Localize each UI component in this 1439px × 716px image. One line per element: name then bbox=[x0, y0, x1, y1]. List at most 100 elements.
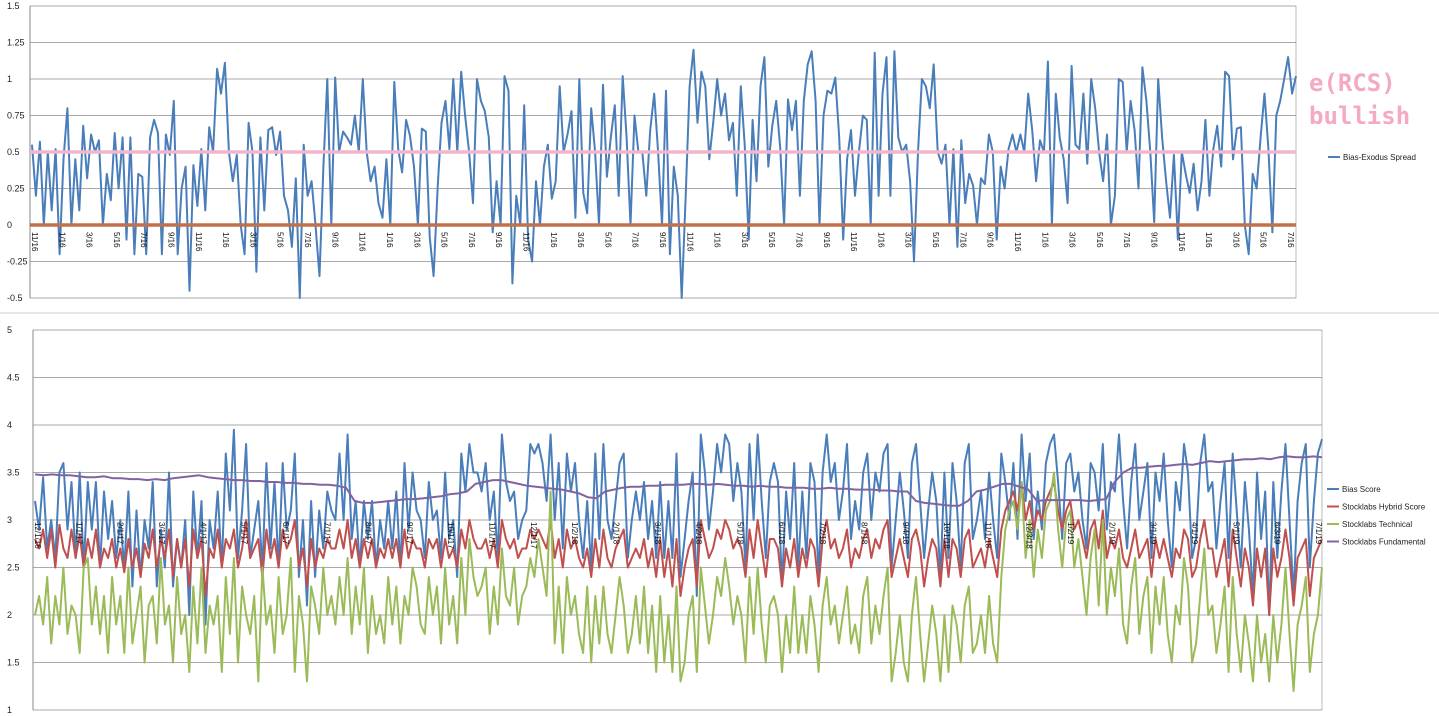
x-tick-label: 7/16 bbox=[631, 232, 640, 248]
x-tick-label: 9/4/18 bbox=[901, 522, 910, 545]
y-tick-label: 2 bbox=[7, 610, 12, 620]
x-tick-label: 3/16 bbox=[1231, 232, 1240, 248]
x-tick-label: 5/16 bbox=[276, 232, 285, 248]
x-tick-label: 1/16 bbox=[549, 232, 558, 248]
x-tick-label: 5/1/18 bbox=[735, 522, 744, 545]
y-tick-label: 4.5 bbox=[7, 373, 20, 383]
x-tick-label: 5/16 bbox=[1095, 232, 1104, 248]
x-tick-label: 2/1/18 bbox=[612, 522, 621, 545]
x-tick-label: 9/16 bbox=[1149, 232, 1158, 248]
y-tick-label: 0.5 bbox=[7, 147, 20, 157]
x-tick-label: 3/1/18 bbox=[653, 522, 662, 545]
y-tick-label: 1 bbox=[7, 74, 12, 84]
x-tick-label: 11/16 bbox=[521, 232, 530, 252]
legend-label: Stocklabs Hybrid Score bbox=[1342, 503, 1426, 512]
x-tick-label: 11/16 bbox=[685, 232, 694, 252]
x-tick-label: 12/3/18 bbox=[1025, 522, 1034, 549]
x-tick-label: 9/1/17 bbox=[405, 522, 414, 545]
x-tick-label: 3/16 bbox=[248, 232, 257, 248]
x-tick-label: 4/2/18 bbox=[694, 522, 703, 545]
y-tick-label: 5 bbox=[7, 325, 12, 335]
x-tick-label: 11/16 bbox=[194, 232, 203, 252]
y-tick-label: 4 bbox=[7, 420, 12, 430]
scores-chart: 5 4.5 4 3.5 3 2.5 2 1.5 1 12/1/16 1/1/17 2/1/17 3/1/… bbox=[7, 325, 1426, 715]
x-tick-label: 1/16 bbox=[1204, 232, 1213, 248]
series-line-0 bbox=[31, 48, 1297, 299]
y-tick-label: 3.5 bbox=[7, 468, 20, 478]
series-line-1 bbox=[34, 481, 1323, 616]
x-tick-label: 6/3/19 bbox=[1273, 522, 1282, 545]
y-tick-label: 3 bbox=[7, 515, 12, 525]
x-tick-label: 11/16 bbox=[849, 232, 858, 252]
x-tick-label: 1/16 bbox=[713, 232, 722, 248]
x-tick-label: 9/16 bbox=[822, 232, 831, 248]
x-tick-label: 9/16 bbox=[658, 232, 667, 248]
x-tick-label: 3/16 bbox=[85, 232, 94, 248]
x-tick-label: 5/16 bbox=[440, 232, 449, 248]
x-tick-label: 11/16 bbox=[1177, 232, 1186, 252]
x-tick-label: 7/16 bbox=[795, 232, 804, 248]
x-tick-label: 3/16 bbox=[1068, 232, 1077, 248]
x-tick-label: 5/1/17 bbox=[240, 522, 249, 545]
x-tick-label: 1/16 bbox=[1040, 232, 1049, 248]
series-line-0 bbox=[34, 428, 1323, 626]
x-tick-label: 11/16 bbox=[358, 232, 367, 252]
x-tick-label: 7/2/18 bbox=[818, 522, 827, 545]
y-tick-label: 1.25 bbox=[7, 38, 25, 48]
x-tick-label: 3/16 bbox=[412, 232, 421, 248]
y-tick-label: 1.5 bbox=[7, 1, 20, 11]
x-tick-label: 5/16 bbox=[603, 232, 612, 248]
y-tick-label: 0 bbox=[7, 220, 12, 230]
x-tick-label: 11/16 bbox=[1013, 232, 1022, 252]
y-tick-label: -0.5 bbox=[7, 293, 23, 303]
x-tick-label: 11/16 bbox=[30, 232, 39, 252]
x-tick-label: 11/1/18 bbox=[983, 522, 992, 549]
x-tick-label: 7/1/19 bbox=[1314, 522, 1323, 545]
x-tick-label: 5/16 bbox=[931, 232, 940, 248]
spread-chart: 1.5 1.25 1 0.75 0.5 0.25 0 -0.25 -0.5 11/16 1/16 3/… bbox=[7, 1, 1416, 303]
x-tick-label: 1/16 bbox=[57, 232, 66, 248]
annotation-text: e(RCS) bbox=[1309, 69, 1396, 97]
x-tick-label: 9/16 bbox=[167, 232, 176, 248]
x-tick-label: 6/1/17 bbox=[281, 522, 290, 545]
spread-chart-panel: 1.5 1.25 1 0.75 0.5 0.25 0 -0.25 -0.5 11/16 1/16 3/… bbox=[0, 0, 1439, 312]
legend-label: Bias-Exodus Spread bbox=[1343, 153, 1416, 162]
x-tick-label: 9/16 bbox=[494, 232, 503, 248]
x-tick-label: 1/1/17 bbox=[74, 522, 83, 545]
x-tick-label: 7/16 bbox=[958, 232, 967, 248]
x-tick-label: 12/1/17 bbox=[529, 522, 538, 549]
x-tick-label: 3/16 bbox=[576, 232, 585, 248]
x-tick-label: 8/1/17 bbox=[364, 522, 373, 545]
x-tick-label: 7/16 bbox=[1286, 232, 1295, 248]
y-tick-label: 0.25 bbox=[7, 184, 25, 194]
x-tick-label: 7/16 bbox=[139, 232, 148, 248]
legend-label: Bias Score bbox=[1342, 485, 1381, 494]
x-tick-label: 10/1/18 bbox=[942, 522, 951, 549]
x-tick-label: 1/2/18 bbox=[570, 522, 579, 545]
series-line-3 bbox=[34, 455, 1323, 507]
x-tick-label: 5/16 bbox=[112, 232, 121, 248]
x-tick-label: 9/16 bbox=[986, 232, 995, 248]
x-tick-label: 7/1/17 bbox=[322, 522, 331, 545]
x-tick-label: 3/16 bbox=[904, 232, 913, 248]
legend-label: Stocklabs Technical bbox=[1342, 520, 1412, 529]
x-tick-label: 10/1/17 bbox=[446, 522, 455, 549]
y-tick-label: 1.5 bbox=[7, 658, 20, 668]
x-tick-label: 1/16 bbox=[876, 232, 885, 248]
x-tick-label: 8/1/18 bbox=[859, 522, 868, 545]
x-tick-label: 4/1/17 bbox=[198, 522, 207, 545]
x-tick-label: 12/1/16 bbox=[33, 522, 42, 549]
x-tick-label: 7/16 bbox=[467, 232, 476, 248]
x-tick-label: 6/1/18 bbox=[777, 522, 786, 545]
x-tick-label: 5/16 bbox=[1259, 232, 1268, 248]
y-tick-label: 2.5 bbox=[7, 563, 20, 573]
x-tick-label: 2/1/17 bbox=[116, 522, 125, 545]
x-tick-label: 3/1/17 bbox=[157, 522, 166, 545]
x-tick-label: 3/16 bbox=[740, 232, 749, 248]
scores-chart-panel: 5 4.5 4 3.5 3 2.5 2 1.5 1 12/1/16 1/1/17 2/1/17 3/1/… bbox=[0, 314, 1439, 716]
x-tick-label: 1/2/19 bbox=[1066, 522, 1075, 545]
legend-label: Stocklabs Fundamental bbox=[1342, 538, 1426, 547]
annotation-text: bullish bbox=[1309, 102, 1410, 130]
x-tick-label: 5/1/19 bbox=[1231, 522, 1240, 545]
panel-divider bbox=[0, 312, 1439, 314]
